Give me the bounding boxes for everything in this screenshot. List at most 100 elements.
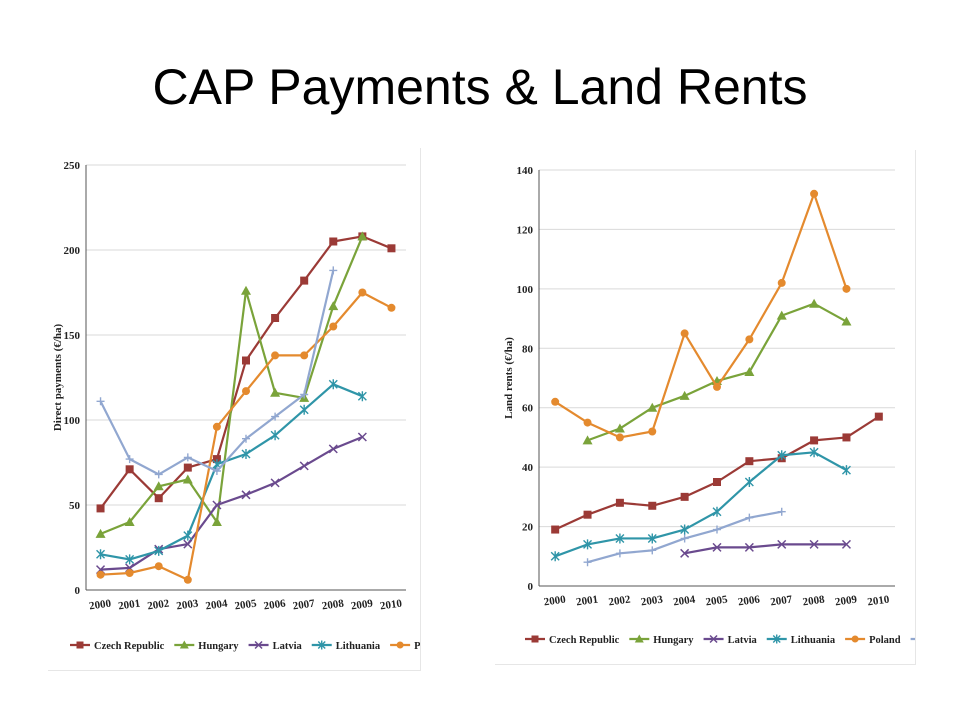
data-point	[242, 387, 250, 396]
data-point	[212, 422, 221, 431]
data-point	[810, 189, 819, 198]
data-point	[809, 447, 819, 458]
x-tick-label: 2009	[834, 593, 858, 608]
data-point	[551, 525, 560, 534]
data-point	[154, 470, 163, 479]
data-point	[777, 507, 786, 516]
data-point	[583, 539, 593, 550]
x-tick-label: 2007	[292, 597, 316, 612]
series-slovakia	[583, 507, 786, 567]
legend-label: Czech Republic	[549, 635, 620, 646]
data-point	[357, 391, 367, 402]
data-point	[183, 453, 192, 462]
series-poland	[96, 288, 396, 584]
legend-marker	[772, 634, 781, 644]
legend-label: Czech Republic	[94, 641, 165, 652]
data-point	[183, 530, 193, 541]
series-hungary	[95, 231, 368, 538]
data-point	[648, 546, 657, 555]
x-tick-label: 2000	[543, 593, 567, 608]
data-point	[874, 412, 883, 421]
x-tick-label: 2008	[802, 593, 826, 608]
x-tick-label: 2006	[737, 593, 761, 608]
y-tick-label: 100	[517, 284, 534, 296]
series-latvia	[680, 539, 851, 558]
legend-item-latvia: Latvia	[703, 634, 758, 646]
legend-label: Hungary	[653, 635, 694, 646]
data-point	[680, 492, 689, 501]
data-point	[96, 549, 106, 560]
data-point	[95, 528, 106, 538]
data-point	[329, 322, 338, 331]
legend-item-czech-republic: Czech Republic	[70, 641, 165, 652]
legend-label: Lithuania	[791, 635, 836, 646]
data-point	[299, 404, 309, 415]
data-point	[299, 461, 309, 471]
data-point	[329, 237, 338, 246]
x-tick-label: 2005	[234, 597, 258, 612]
data-point	[809, 298, 820, 308]
legend-item-poland: Poland	[845, 635, 901, 646]
direct-payments-chart: 0 50 100 150 200 250 2000 2001 2002 2003 2004 2005 2…	[52, 160, 519, 652]
data-point	[744, 367, 755, 377]
data-point	[387, 303, 396, 312]
legend-marker	[317, 640, 326, 650]
data-point	[271, 351, 280, 360]
data-point	[614, 423, 625, 433]
data-point	[583, 418, 592, 427]
data-point	[841, 316, 852, 326]
legend-marker	[179, 640, 189, 649]
data-point	[551, 397, 560, 406]
data-point	[842, 433, 851, 442]
series-line	[554, 192, 848, 439]
y-tick-label: 0	[75, 585, 81, 597]
data-point	[242, 434, 250, 443]
legend-marker	[76, 641, 84, 649]
data-point	[745, 335, 754, 344]
y-axis-label: Direct payments (€/ha)	[52, 323, 64, 431]
data-point	[550, 551, 560, 562]
y-tick-label: 120	[517, 224, 534, 236]
data-point	[680, 548, 690, 558]
legend-label: Poland	[869, 635, 901, 646]
data-point	[96, 504, 105, 513]
data-point	[777, 539, 787, 549]
data-point	[211, 517, 222, 526]
legend-item-hungary: Hungary	[174, 640, 239, 652]
data-point	[124, 517, 135, 526]
data-point	[241, 490, 251, 500]
data-point	[212, 455, 221, 464]
data-point	[680, 329, 689, 338]
data-point	[713, 382, 721, 391]
y-tick-label: 40	[522, 462, 534, 474]
series-lithuania	[550, 447, 851, 562]
data-point	[241, 285, 251, 295]
data-point	[713, 525, 721, 534]
legend-item-poland: Poland	[390, 641, 446, 652]
data-point	[648, 501, 657, 510]
data-point	[96, 570, 105, 579]
legend-label: Latvia	[728, 635, 758, 646]
series-hungary	[582, 298, 852, 445]
data-point	[328, 301, 339, 311]
data-point	[153, 481, 164, 491]
legend-item-latvia: Latvia	[248, 640, 302, 652]
data-point	[648, 427, 657, 436]
y-tick-label: 60	[522, 403, 534, 415]
y-tick-label: 250	[64, 160, 81, 172]
y-tick-label: 100	[64, 415, 81, 427]
data-point	[183, 463, 192, 472]
series-line	[100, 435, 363, 571]
series-poland	[551, 189, 851, 442]
data-point	[300, 351, 309, 360]
data-point	[125, 554, 135, 565]
x-tick-label: 2006	[263, 597, 287, 612]
data-point	[271, 412, 280, 421]
legend-marker	[634, 634, 644, 643]
y-tick-label: 0	[528, 581, 534, 593]
data-point	[270, 430, 280, 441]
series-czech-republic	[96, 232, 396, 513]
series-line	[100, 383, 363, 561]
data-point	[745, 513, 754, 522]
data-point	[154, 545, 164, 556]
